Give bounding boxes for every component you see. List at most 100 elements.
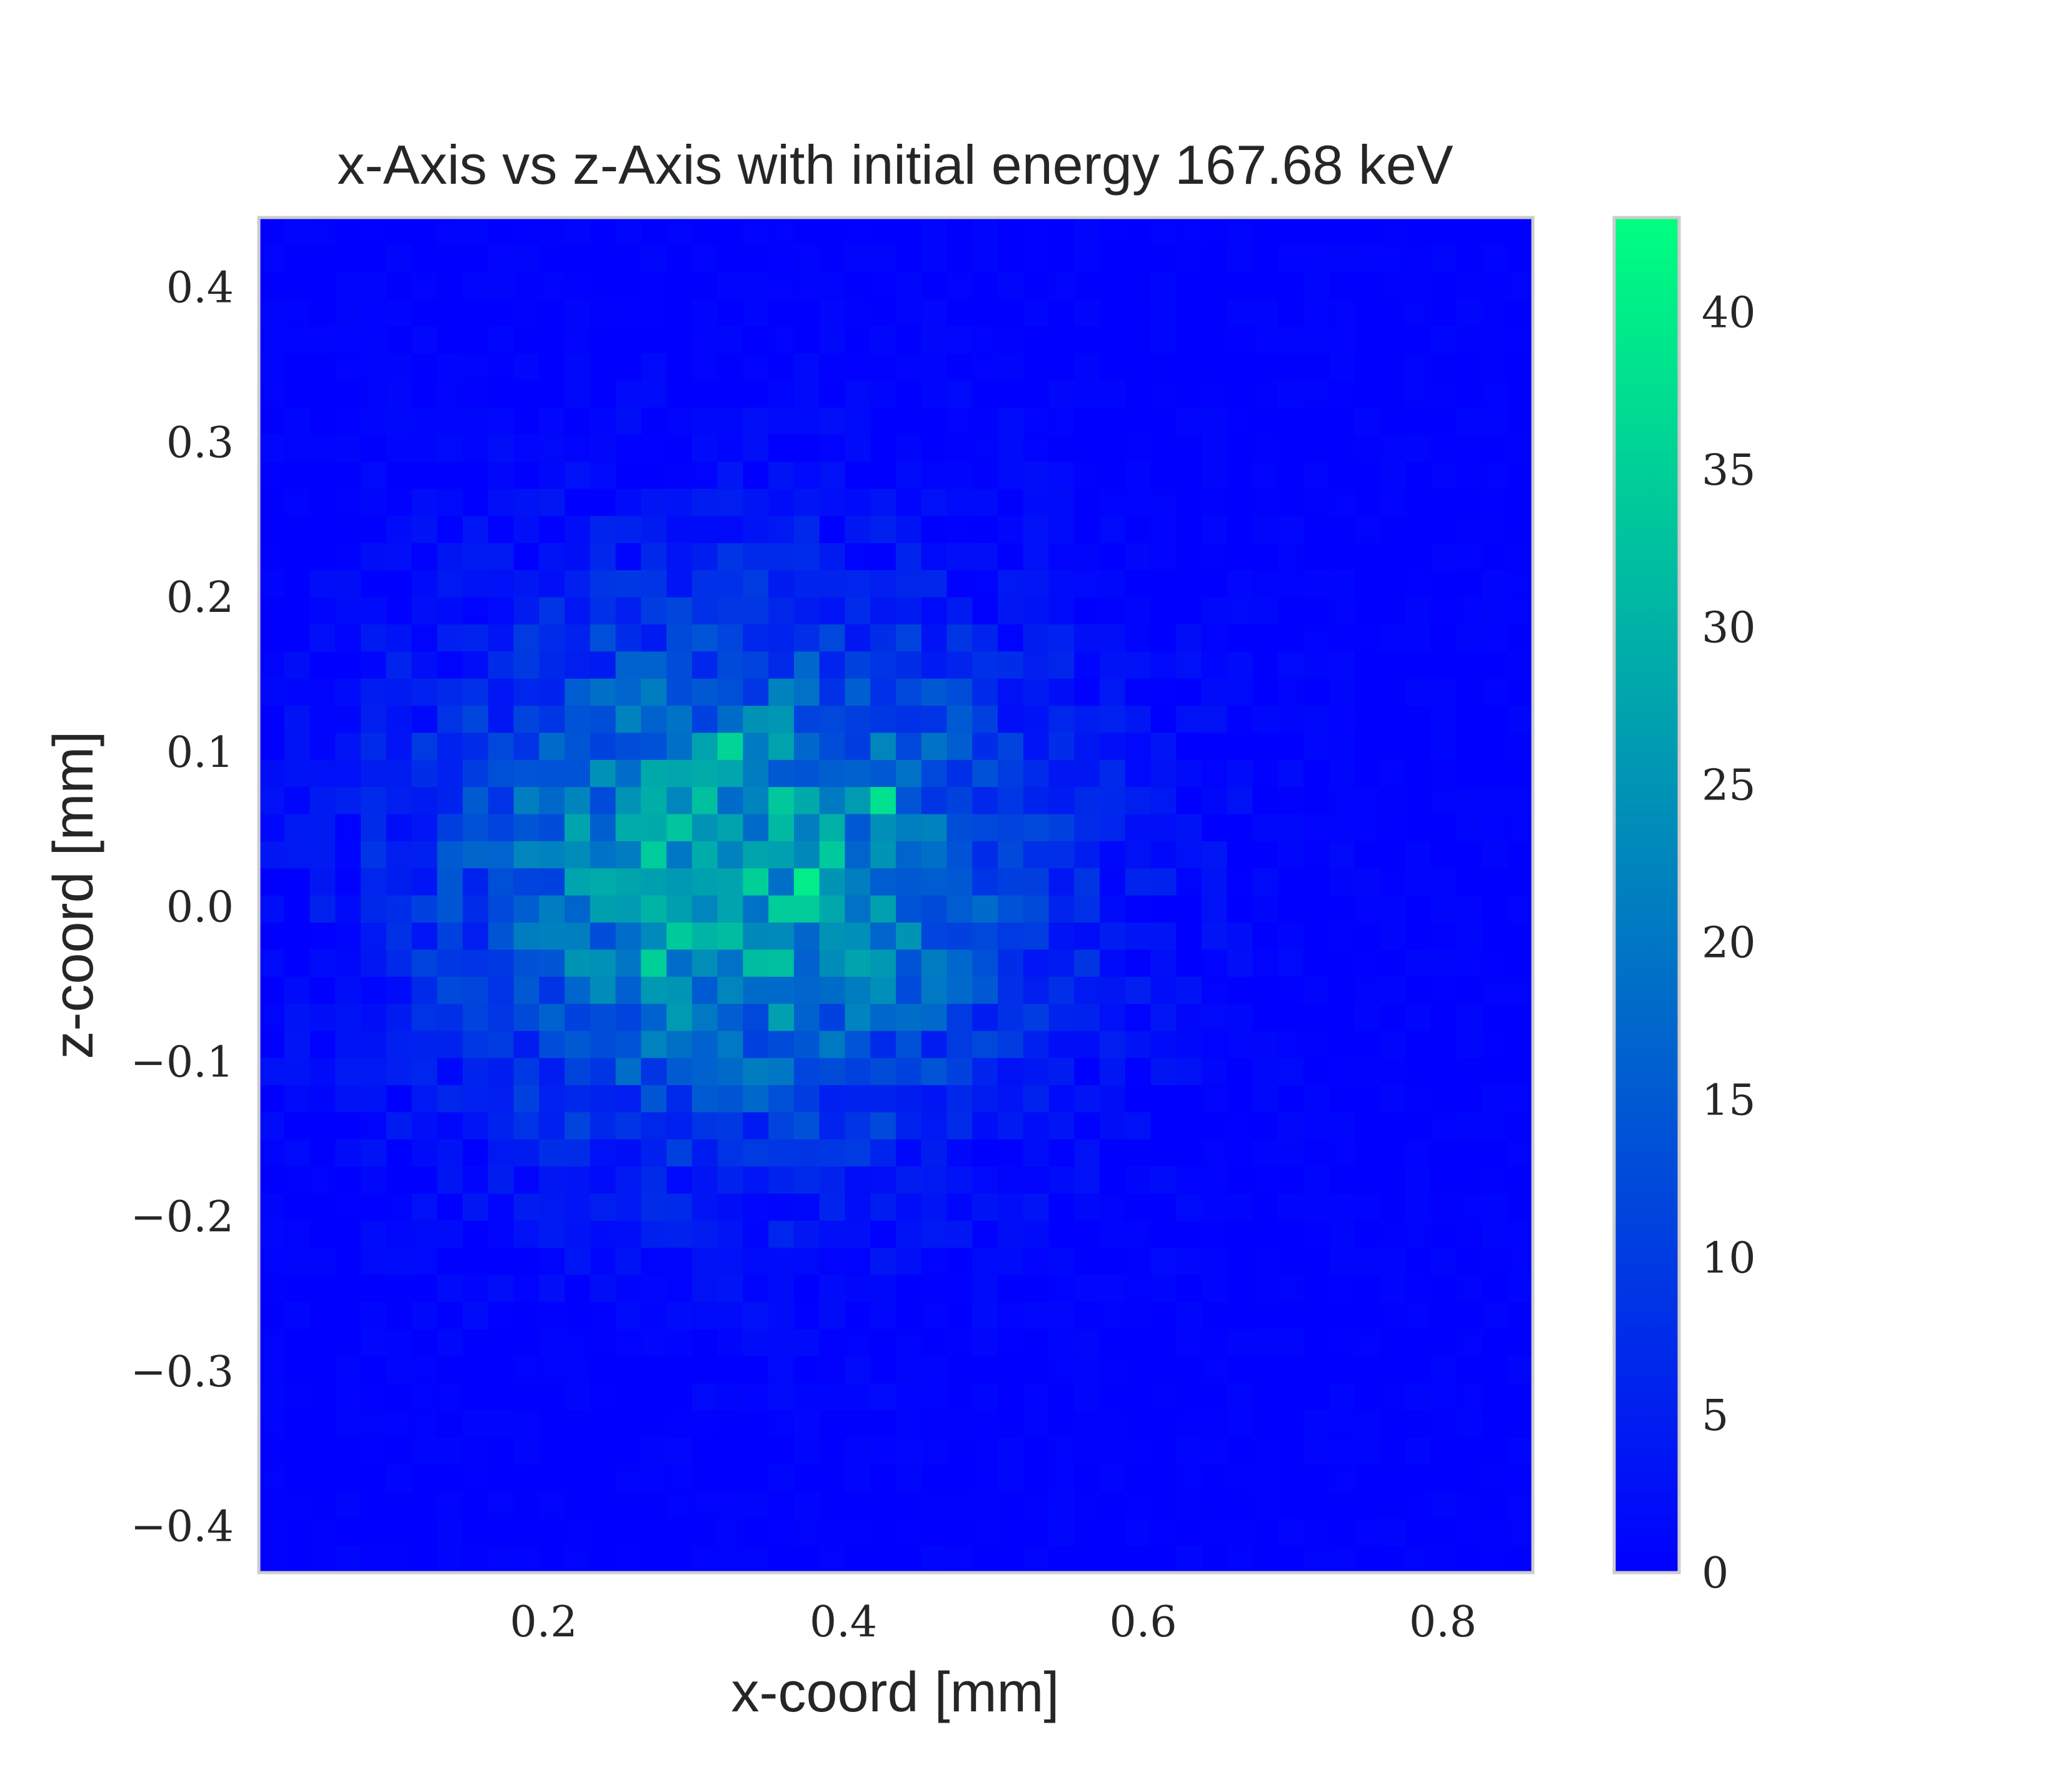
- heatmap-bin: [565, 1166, 591, 1194]
- heatmap-bin: [488, 786, 515, 814]
- heatmap-bin: [335, 1274, 361, 1302]
- heatmap-bin: [437, 759, 463, 788]
- heatmap-bin: [437, 1464, 463, 1492]
- heatmap-bin: [1278, 841, 1304, 869]
- heatmap-bin: [666, 1518, 693, 1546]
- heatmap-bin: [946, 218, 973, 245]
- heatmap-bin: [335, 218, 361, 245]
- heatmap-bin: [1125, 678, 1152, 706]
- heatmap-bin: [819, 1464, 846, 1492]
- heatmap-bin: [1150, 786, 1177, 814]
- heatmap-bin: [590, 895, 616, 923]
- heatmap-bin: [1150, 949, 1177, 977]
- heatmap-bin: [437, 1274, 463, 1302]
- heatmap-bin: [1227, 678, 1253, 706]
- heatmap-bin: [1176, 1003, 1202, 1031]
- heatmap-bin: [1328, 651, 1355, 679]
- heatmap-bin: [513, 1545, 540, 1573]
- heatmap-bin: [972, 1030, 998, 1058]
- heatmap-bin: [1150, 1166, 1177, 1194]
- heatmap-bin: [1278, 1464, 1304, 1492]
- heatmap-bin: [386, 1220, 413, 1248]
- heatmap-bin: [1227, 1328, 1253, 1356]
- heatmap-bin: [1125, 895, 1152, 923]
- heatmap-bin: [641, 569, 667, 598]
- heatmap-bin: [437, 326, 463, 354]
- heatmap-bin: [666, 271, 693, 299]
- heatmap-bin: [1507, 597, 1533, 624]
- heatmap-bin: [411, 543, 438, 571]
- heatmap-bin: [1380, 1003, 1406, 1031]
- heatmap-bin: [1328, 1383, 1355, 1411]
- heatmap-bin: [1354, 434, 1381, 462]
- heatmap-bin: [1354, 271, 1381, 299]
- heatmap-bin: [870, 1545, 896, 1573]
- heatmap-bin: [1252, 732, 1278, 760]
- heatmap-bin: [1150, 1518, 1177, 1546]
- heatmap-bin: [1176, 786, 1202, 814]
- heatmap-bin: [1354, 786, 1381, 814]
- heatmap-bin: [768, 895, 795, 923]
- heatmap-bin: [870, 597, 896, 624]
- heatmap-bin: [259, 624, 285, 652]
- heatmap-bin: [386, 678, 413, 706]
- heatmap-bin: [691, 651, 718, 679]
- heatmap-bin: [1150, 326, 1177, 354]
- heatmap-bin: [896, 407, 922, 435]
- heatmap-bin: [896, 705, 922, 733]
- heatmap-bin: [1405, 922, 1432, 950]
- heatmap-bin: [896, 244, 922, 273]
- heatmap-bin: [513, 1030, 540, 1058]
- heatmap-bin: [1125, 1301, 1152, 1329]
- heatmap-bin: [513, 895, 540, 923]
- heatmap-bin: [1380, 949, 1406, 977]
- heatmap-bin: [1380, 1058, 1406, 1086]
- heatmap-bin: [946, 895, 973, 923]
- heatmap-bin: [488, 705, 515, 733]
- heatmap-bin: [259, 1111, 285, 1139]
- heatmap-bin: [1100, 1193, 1126, 1221]
- heatmap-bin: [1074, 1003, 1100, 1031]
- heatmap-bin: [1074, 244, 1100, 273]
- heatmap-bin: [615, 678, 641, 706]
- heatmap-bin: [488, 868, 515, 896]
- heatmap-bin: [1482, 1464, 1508, 1492]
- heatmap-bin: [998, 732, 1024, 760]
- heatmap-bin: [437, 976, 463, 1004]
- heatmap-bin: [1507, 1084, 1533, 1113]
- heatmap-bin: [972, 1003, 998, 1031]
- heatmap-bin: [386, 218, 413, 245]
- heatmap-bin: [641, 1437, 667, 1465]
- heatmap-bin: [998, 244, 1024, 273]
- heatmap-bin: [896, 813, 922, 841]
- heatmap-bin: [1125, 569, 1152, 598]
- heatmap-bin: [1328, 407, 1355, 435]
- heatmap-bin: [1023, 244, 1050, 273]
- heatmap-bin: [437, 597, 463, 624]
- heatmap-bin: [1278, 597, 1304, 624]
- heatmap-bin: [1430, 976, 1457, 1004]
- heatmap-bin: [819, 380, 846, 408]
- heatmap-bin: [259, 678, 285, 706]
- heatmap-bin: [513, 353, 540, 381]
- heatmap-bin: [768, 976, 795, 1004]
- heatmap-bin: [641, 976, 667, 1004]
- heatmap-bin: [309, 868, 336, 896]
- heatmap-bin: [896, 651, 922, 679]
- heatmap-bin: [488, 841, 515, 869]
- heatmap-bin: [565, 624, 591, 652]
- heatmap-bin: [998, 759, 1024, 788]
- heatmap-bin: [1023, 1058, 1050, 1086]
- heatmap-bin: [1456, 1356, 1483, 1384]
- heatmap-bin: [1507, 1030, 1533, 1058]
- heatmap-bin: [1354, 488, 1381, 516]
- heatmap-bin: [870, 1247, 896, 1275]
- heatmap-bin: [691, 1383, 718, 1411]
- heatmap-bin: [1507, 1328, 1533, 1356]
- heatmap-bin: [921, 1193, 948, 1221]
- heatmap-bin: [1202, 1030, 1228, 1058]
- heatmap-bin: [1405, 569, 1432, 598]
- colorbar-tick-label: 10: [1702, 1234, 1756, 1283]
- heatmap-bin: [309, 1058, 336, 1086]
- heatmap-bin: [488, 299, 515, 327]
